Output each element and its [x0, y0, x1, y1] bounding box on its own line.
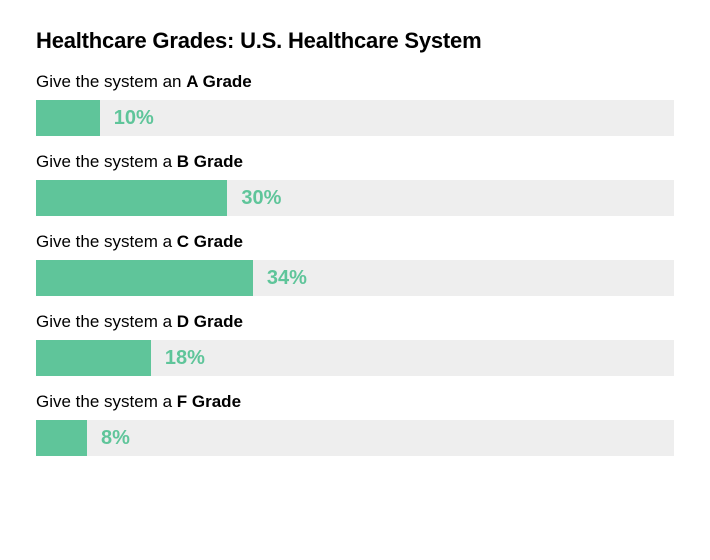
bar-fill: [36, 180, 227, 216]
bar-label: Give the system a B Grade: [36, 152, 674, 172]
bar-label-bold: B Grade: [177, 152, 243, 171]
bar-track: 10%: [36, 100, 674, 136]
bar-track: 8%: [36, 420, 674, 456]
bar-value: 10%: [114, 107, 154, 130]
bar-label-prefix: Give the system a: [36, 152, 177, 171]
bar-label-prefix: Give the system a: [36, 392, 177, 411]
bar-row: Give the system a B Grade 30%: [36, 152, 674, 216]
bar-value: 34%: [267, 267, 307, 290]
bar-label-bold: F Grade: [177, 392, 241, 411]
bar-row: Give the system a D Grade 18%: [36, 312, 674, 376]
bar-fill: [36, 100, 100, 136]
bar-background: [36, 420, 674, 456]
bar-label: Give the system an A Grade: [36, 72, 674, 92]
bar-fill: [36, 420, 87, 456]
bar-label-bold: A Grade: [186, 72, 252, 91]
bar-fill: [36, 260, 253, 296]
bar-track: 18%: [36, 340, 674, 376]
bar-label: Give the system a D Grade: [36, 312, 674, 332]
bar-track: 30%: [36, 180, 674, 216]
bar-value: 18%: [165, 347, 205, 370]
bar-value: 8%: [101, 427, 130, 450]
bar-fill: [36, 340, 151, 376]
bar-row: Give the system a F Grade 8%: [36, 392, 674, 456]
bar-label-bold: D Grade: [177, 312, 243, 331]
bar-label-prefix: Give the system an: [36, 72, 186, 91]
bar-label: Give the system a C Grade: [36, 232, 674, 252]
bar-value: 30%: [241, 187, 281, 210]
bar-label-prefix: Give the system a: [36, 232, 177, 251]
bar-label: Give the system a F Grade: [36, 392, 674, 412]
bar-label-bold: C Grade: [177, 232, 243, 251]
chart-title: Healthcare Grades: U.S. Healthcare Syste…: [36, 28, 674, 54]
bar-track: 34%: [36, 260, 674, 296]
bar-row: Give the system an A Grade 10%: [36, 72, 674, 136]
bar-row: Give the system a C Grade 34%: [36, 232, 674, 296]
bar-label-prefix: Give the system a: [36, 312, 177, 331]
